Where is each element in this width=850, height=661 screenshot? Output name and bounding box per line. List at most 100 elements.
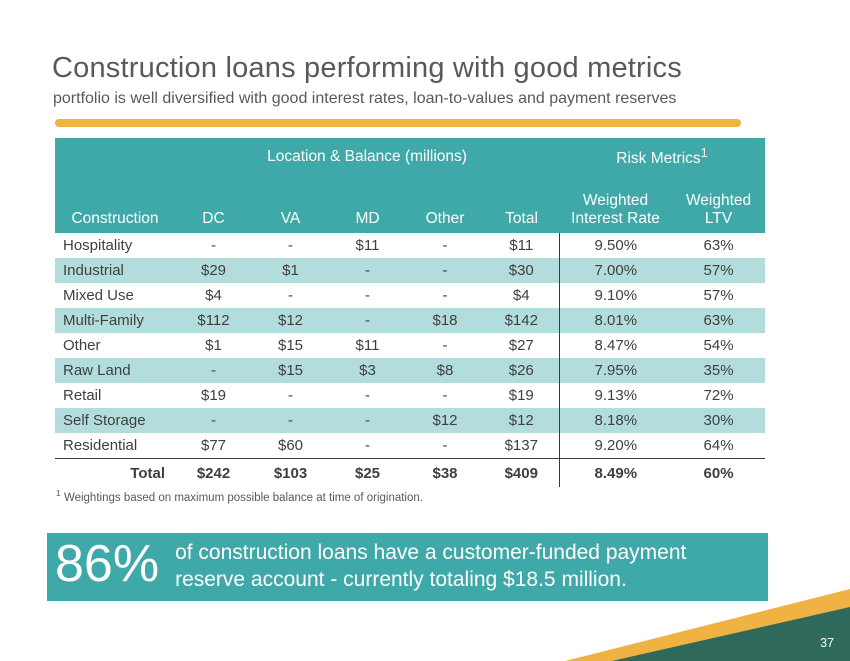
cell-va: $15 bbox=[277, 362, 304, 379]
cell-ltv: 64% bbox=[703, 437, 734, 454]
cell-md: - bbox=[365, 412, 370, 429]
cell-dc: $29 bbox=[200, 262, 227, 279]
cell-rate: 8.18% bbox=[558, 408, 673, 433]
cell-dc: - bbox=[211, 412, 216, 429]
column-header-weighted-ltv: Weighted LTV bbox=[672, 170, 766, 233]
cell-rate: 9.20% bbox=[558, 433, 673, 459]
column-header-va: VA bbox=[252, 170, 329, 233]
table-row-multi-family: Multi-Family $112 $12 - $18 $142 8.01% 6… bbox=[55, 308, 766, 333]
cell-other: - bbox=[442, 237, 448, 254]
cell-total: $12 bbox=[508, 412, 534, 429]
row-label: Industrial bbox=[63, 262, 124, 279]
table-row-residential: Residential $77 $60 - - $137 9.20% 64% bbox=[55, 433, 765, 459]
table-row-retail: Retail $19 - - - $19 9.13% 72% bbox=[55, 383, 765, 408]
cell-ltv: 30% bbox=[703, 412, 734, 429]
cell-ltv: 63% bbox=[703, 312, 734, 329]
cell-ltv: 72% bbox=[703, 387, 734, 404]
cell-total: $26 bbox=[508, 362, 534, 379]
cell-dc: - bbox=[211, 362, 216, 379]
cell-other: - bbox=[442, 287, 448, 304]
total-md: $25 bbox=[329, 458, 406, 487]
column-header-weighted-interest-rate: Weighted Interest Rate bbox=[559, 170, 673, 233]
risk-metrics-superscript: 1 bbox=[700, 145, 708, 161]
cell-dc: $1 bbox=[205, 337, 222, 354]
row-label: Residential bbox=[63, 437, 138, 454]
cell-rate: 8.47% bbox=[558, 333, 673, 358]
cell-dc: $4 bbox=[205, 287, 222, 304]
blank-header-cell bbox=[55, 138, 175, 170]
table-row-mixed-use: Mixed Use $4 - - - $4 9.10% 57% bbox=[55, 283, 765, 308]
corner-decoration bbox=[565, 589, 850, 661]
cell-rate: 8.01% bbox=[558, 308, 673, 333]
cell-md: $3 bbox=[359, 362, 376, 379]
table-row-hospitality: Hospitality - - $11 - $11 9.50% 63% bbox=[55, 233, 765, 258]
cell-md: - bbox=[365, 287, 370, 304]
location-balance-header: Location & Balance (millions) bbox=[175, 138, 560, 170]
row-label: Raw Land bbox=[63, 362, 131, 379]
row-label: Multi-Family bbox=[63, 312, 144, 329]
footnote-superscript: 1 bbox=[56, 488, 61, 498]
cell-md: - bbox=[365, 387, 370, 404]
cell-other: - bbox=[442, 262, 448, 279]
column-header-md: MD bbox=[329, 170, 406, 233]
total-label: Total bbox=[55, 458, 175, 487]
cell-total: $142 bbox=[504, 312, 538, 329]
cell-va: $60 bbox=[277, 437, 304, 454]
table-row-raw-land: Raw Land - $15 $3 $8 $26 7.95% 35% bbox=[55, 358, 766, 383]
table-row-industrial: Industrial $29 $1 - - $30 7.00% 57% bbox=[55, 258, 766, 283]
cell-total: $30 bbox=[508, 262, 534, 279]
cell-ltv: 63% bbox=[703, 237, 734, 254]
cell-other: - bbox=[442, 387, 448, 404]
callout-percentage: 86% bbox=[55, 534, 160, 593]
green-triangle bbox=[612, 607, 850, 661]
construction-loans-table: Location & Balance (millions) Risk Metri… bbox=[55, 138, 766, 487]
cell-dc: - bbox=[211, 237, 216, 254]
cell-va: - bbox=[288, 237, 293, 254]
total-dc: $242 bbox=[175, 458, 252, 487]
table-row-other: Other $1 $15 $11 - $27 8.47% 54% bbox=[55, 333, 765, 358]
cell-md: $11 bbox=[355, 237, 380, 254]
table-column-header-row: Construction DC VA MD Other Total Weight… bbox=[55, 170, 766, 233]
table-total-row: Total $242 $103 $25 $38 $409 8.49% 60% bbox=[55, 458, 766, 487]
accent-bar bbox=[55, 119, 741, 127]
cell-dc: $112 bbox=[197, 312, 230, 329]
slide-title: Construction loans performing with good … bbox=[52, 52, 682, 84]
cell-rate: 9.10% bbox=[558, 283, 673, 308]
cell-md: $11 bbox=[355, 337, 380, 354]
cell-va: - bbox=[288, 287, 293, 304]
row-label: Mixed Use bbox=[63, 287, 134, 304]
row-label: Retail bbox=[63, 387, 102, 404]
slide-subtitle: portfolio is well diversified with good … bbox=[53, 90, 677, 107]
cell-md: - bbox=[365, 262, 370, 279]
total-other: $38 bbox=[406, 458, 484, 487]
cell-ltv: 57% bbox=[703, 262, 734, 279]
column-header-total: Total bbox=[484, 170, 560, 233]
cell-ltv: 54% bbox=[703, 337, 734, 354]
cell-total: $137 bbox=[504, 437, 538, 454]
cell-rate: 7.95% bbox=[558, 358, 673, 383]
total-rate: 8.49% bbox=[558, 458, 673, 487]
cell-va: $15 bbox=[277, 337, 304, 354]
cell-dc: $19 bbox=[200, 387, 227, 404]
column-header-dc: DC bbox=[175, 170, 252, 233]
column-header-other: Other bbox=[406, 170, 484, 233]
cell-other: - bbox=[442, 337, 448, 354]
row-label: Other bbox=[63, 337, 101, 354]
callout-banner: 86% of construction loans have a custome… bbox=[47, 533, 768, 601]
cell-dc: $77 bbox=[200, 437, 227, 454]
cell-total: $4 bbox=[512, 287, 530, 304]
cell-md: - bbox=[365, 437, 370, 454]
cell-md: - bbox=[365, 312, 370, 329]
table-group-header-row: Location & Balance (millions) Risk Metri… bbox=[55, 138, 766, 170]
cell-other: $8 bbox=[436, 362, 454, 379]
cell-rate: 7.00% bbox=[558, 258, 673, 283]
footnote: 1 Weightings based on maximum possible b… bbox=[56, 488, 423, 504]
column-header-construction: Construction bbox=[55, 170, 175, 233]
row-label: Self Storage bbox=[63, 412, 146, 429]
cell-total: $11 bbox=[509, 237, 534, 254]
risk-metrics-header: Risk Metrics1 bbox=[559, 138, 766, 170]
cell-total: $19 bbox=[508, 387, 534, 404]
total-total: $409 bbox=[484, 458, 560, 487]
cell-va: $12 bbox=[277, 312, 304, 329]
